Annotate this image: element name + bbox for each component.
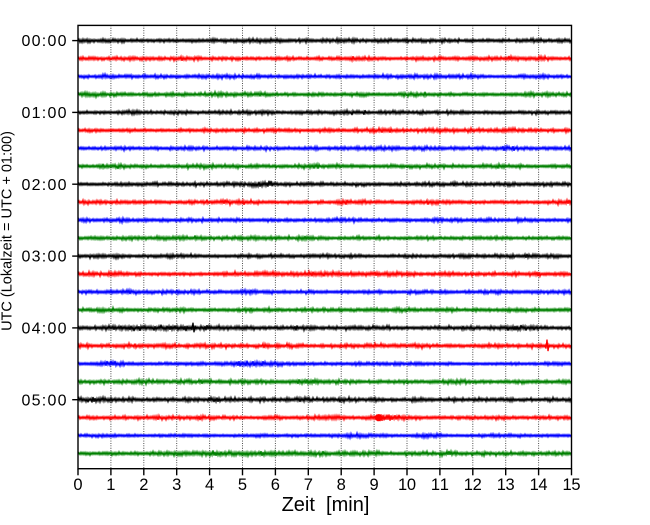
svg-text:3: 3 (172, 476, 181, 494)
svg-text:03:00: 03:00 (22, 249, 67, 266)
svg-text:00:00: 00:00 (22, 33, 67, 50)
svg-text:5: 5 (238, 476, 247, 494)
svg-text:7: 7 (304, 476, 313, 494)
svg-text:6: 6 (271, 476, 280, 494)
svg-text:8: 8 (337, 476, 346, 494)
svg-text:UTC (Lokalzeit = UTC + 01:00): UTC (Lokalzeit = UTC + 01:00) (0, 131, 16, 331)
svg-text:4: 4 (205, 476, 214, 494)
svg-text:04:00: 04:00 (22, 321, 67, 338)
svg-text:Zeit [min]: Zeit [min] (282, 494, 370, 516)
svg-text:11: 11 (431, 476, 449, 494)
svg-text:10: 10 (398, 476, 416, 494)
svg-text:01:00: 01:00 (22, 105, 67, 122)
svg-text:02:00: 02:00 (22, 177, 67, 194)
svg-text:0: 0 (73, 476, 82, 494)
svg-text:2: 2 (139, 476, 148, 494)
svg-text:14: 14 (530, 476, 548, 494)
svg-text:1: 1 (106, 476, 115, 494)
svg-text:12: 12 (464, 476, 482, 494)
svg-text:15: 15 (563, 476, 581, 494)
svg-text:13: 13 (497, 476, 515, 494)
svg-text:05:00: 05:00 (22, 392, 67, 409)
svg-text:9: 9 (370, 476, 379, 494)
